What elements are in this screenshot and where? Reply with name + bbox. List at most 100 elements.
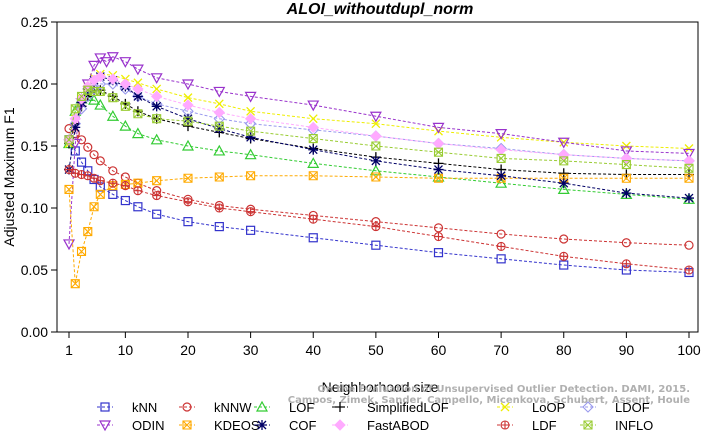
- data-point-cof: [558, 178, 569, 189]
- data-point-kdeos: [64, 184, 74, 194]
- data-point-knnw: [83, 142, 93, 152]
- data-point-ldf: [183, 197, 193, 207]
- data-point-loop: [371, 119, 381, 129]
- data-point-knn: [152, 209, 162, 219]
- data-point-knn: [108, 189, 118, 199]
- legend-marker-knn: [100, 402, 110, 412]
- data-point-ldf: [133, 186, 143, 196]
- legend: kNN kNNW LOF SimplifiedLOF LoOP LDOF ODIN KDEOS…: [97, 400, 653, 433]
- x-tick-label: 40: [305, 342, 321, 358]
- data-point-loop: [246, 106, 256, 116]
- legend-label-odin: ODIN: [132, 418, 165, 433]
- data-point-kdeos: [89, 202, 99, 212]
- y-axis-label: Adjusted Maximum F1: [1, 107, 17, 246]
- y-tick-label: 0.15: [21, 138, 48, 154]
- data-point-odin: [62, 239, 76, 251]
- series-line-odin: [68, 56, 690, 244]
- legend-label-cof: COF: [289, 418, 317, 433]
- data-point-ldf: [371, 222, 381, 232]
- data-point-knnw: [95, 156, 105, 166]
- data-point-inflo: [246, 126, 256, 136]
- data-point-knn: [371, 240, 381, 250]
- data-point-knnw: [621, 238, 631, 248]
- data-point-knnw: [120, 172, 130, 182]
- data-point-knnw: [496, 229, 506, 239]
- x-tick-label: 100: [677, 342, 701, 358]
- data-point-inflo: [108, 93, 118, 103]
- legend-marker-ldf: [500, 420, 510, 430]
- legend-label-simplifiedlof: SimplifiedLOF: [367, 400, 449, 415]
- legend-item-kdeos: KDEOS: [179, 418, 260, 433]
- data-point-odin: [682, 148, 696, 160]
- legend-label-lof: LOF: [289, 400, 314, 415]
- data-point-fastabod: [244, 113, 257, 125]
- data-point-lof: [94, 98, 107, 110]
- legend-item-fastabod: FastABOD: [332, 418, 429, 433]
- data-point-ldof: [244, 117, 257, 130]
- data-point-ldf: [433, 231, 444, 242]
- data-point-fastabod: [94, 70, 107, 83]
- series-line-ldof: [68, 83, 690, 162]
- data-point-cof: [433, 164, 444, 175]
- data-point-lof: [181, 139, 195, 151]
- data-point-odin: [213, 86, 226, 98]
- data-point-loop: [621, 141, 631, 151]
- series-line-lof: [68, 95, 690, 200]
- data-point-kdeos: [133, 178, 143, 188]
- data-point-inflo: [559, 156, 569, 166]
- data-point-loop: [183, 93, 193, 103]
- legend-marker-ldof: [582, 401, 594, 413]
- legend-marker-fastabod: [334, 419, 346, 431]
- data-point-odin: [244, 91, 257, 103]
- data-point-odin: [369, 111, 382, 123]
- x-axis-label: Neighborhood size: [322, 379, 439, 395]
- series-line-fastabod: [68, 76, 690, 162]
- legend-label-inflo: INFLO: [615, 418, 653, 433]
- legend-marker-simplifiedlof: [335, 402, 345, 412]
- data-point-kdeos: [308, 171, 318, 181]
- legend-label-ldf: LDF: [532, 418, 557, 433]
- data-point-ldf: [108, 178, 118, 188]
- data-point-ldf: [559, 251, 569, 261]
- legend-item-knn: kNN: [97, 400, 157, 415]
- legend-label-fastabod: FastABOD: [367, 418, 429, 433]
- plot-frame: [56, 21, 699, 333]
- data-point-odin: [620, 146, 633, 158]
- watermark-line-1: On the Evaluation of Unsupervised Outlie…: [317, 384, 690, 395]
- data-point-cof: [70, 122, 81, 133]
- legend-item-loop: LoOP: [497, 400, 565, 415]
- series-line-cof: [68, 76, 690, 199]
- data-point-odin: [307, 100, 320, 112]
- data-point-kdeos: [183, 173, 193, 183]
- data-point-inflo: [214, 121, 224, 131]
- data-point-kdeos: [433, 173, 444, 183]
- data-point-inflo: [64, 135, 74, 145]
- data-point-kdeos: [371, 172, 381, 182]
- data-point-knnw: [108, 166, 118, 176]
- legend-item-cof: COF: [254, 418, 317, 433]
- data-point-inflo: [308, 134, 318, 144]
- data-point-ldf: [496, 241, 506, 251]
- data-point-fastabod: [150, 90, 163, 103]
- data-point-ldof: [75, 103, 88, 115]
- data-point-inflo: [684, 163, 694, 173]
- series-line-inflo: [68, 89, 690, 169]
- data-point-ldf: [684, 265, 694, 275]
- legend-marker-lof: [255, 400, 269, 412]
- data-point-lof: [557, 183, 570, 194]
- data-point-odin: [495, 129, 508, 140]
- data-point-odin: [131, 64, 144, 76]
- legend-item-odin: ODIN: [97, 418, 165, 433]
- data-point-knn: [496, 254, 506, 264]
- data-point-ldf: [621, 259, 631, 269]
- y-tick-label: 0.20: [21, 76, 48, 92]
- data-point-fastabod: [683, 155, 695, 167]
- data-point-loop: [214, 99, 224, 109]
- x-tick-label: 1: [65, 342, 73, 358]
- data-point-cof: [182, 113, 193, 124]
- y-tick-label: 0.10: [21, 200, 48, 216]
- data-point-knn: [246, 225, 256, 235]
- series-ldf: [64, 165, 694, 275]
- data-point-odin: [106, 52, 119, 63]
- x-tick-label: 70: [493, 342, 509, 358]
